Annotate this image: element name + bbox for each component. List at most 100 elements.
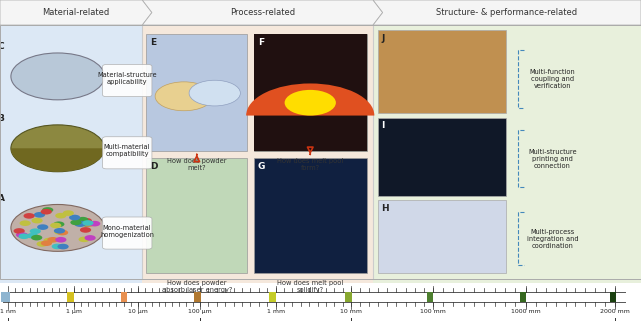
Circle shape [37,224,48,230]
Bar [345,292,352,302]
Text: H: H [381,204,389,213]
Circle shape [81,221,92,227]
Circle shape [11,204,104,251]
Circle shape [285,90,336,116]
Bar [142,25,373,279]
Bar [378,30,506,113]
Bar [67,292,74,302]
Text: 100 mm: 100 mm [420,309,445,315]
Circle shape [53,221,65,227]
Circle shape [80,227,91,233]
Text: Material-structure
applicability: Material-structure applicability [97,72,157,85]
Bar [254,158,367,273]
Text: 1000 mm: 1000 mm [511,309,540,315]
Text: Structure- & performance-related: Structure- & performance-related [437,8,578,17]
Circle shape [58,244,69,249]
Circle shape [54,228,65,234]
Circle shape [24,213,35,219]
Circle shape [82,220,94,226]
Text: 100 μm: 100 μm [188,309,212,315]
Circle shape [17,233,29,238]
Text: 10 μm: 10 μm [128,309,148,315]
Circle shape [77,217,88,222]
Text: 1 μm: 1 μm [66,309,81,315]
Circle shape [75,221,87,227]
Bar [142,279,373,283]
Circle shape [63,210,74,216]
Text: I: I [381,121,385,130]
Bar [520,292,526,302]
Circle shape [57,230,68,235]
Text: Process-related: Process-related [230,8,295,17]
Bar [254,34,367,151]
Text: How does powder
melt?: How does powder melt? [167,158,226,171]
Bar [194,292,201,302]
Polygon shape [142,0,383,25]
Text: B: B [0,114,4,123]
Circle shape [41,240,52,246]
Circle shape [40,209,52,214]
Circle shape [71,220,81,225]
Text: J: J [381,34,385,43]
Polygon shape [373,0,641,25]
FancyBboxPatch shape [103,217,152,249]
FancyBboxPatch shape [103,137,152,169]
Circle shape [89,221,100,226]
Text: C: C [0,42,4,51]
Circle shape [78,237,90,242]
Bar [146,158,247,273]
Text: A: A [0,194,4,203]
Text: 10 mm: 10 mm [340,309,362,315]
Text: 2000 mm: 2000 mm [601,309,630,315]
Bar [427,292,433,302]
Circle shape [19,233,29,239]
Circle shape [44,238,54,243]
Circle shape [85,235,96,241]
Circle shape [31,235,42,240]
Bar [254,34,367,151]
Circle shape [37,241,48,247]
Circle shape [47,237,58,243]
Bar [378,200,506,273]
Text: Multi-material
compatibility: Multi-material compatibility [104,144,150,157]
Text: 1 nm: 1 nm [0,309,15,315]
Circle shape [27,233,38,239]
Circle shape [31,218,43,223]
Circle shape [83,221,95,227]
Text: How does melt pool
solidify?: How does melt pool solidify? [277,280,344,293]
Text: Multi-structure
printing and
connection: Multi-structure printing and connection [528,149,577,169]
Circle shape [54,229,65,235]
Text: Material-related: Material-related [42,8,110,17]
Bar [378,118,506,196]
Circle shape [29,229,41,234]
Text: E: E [150,38,156,47]
Text: Mono-material
homogenization: Mono-material homogenization [100,225,154,238]
Bar [0,279,142,283]
Circle shape [155,82,213,111]
Circle shape [55,237,67,243]
Bar [373,279,641,283]
Circle shape [11,53,104,100]
Text: F: F [258,38,264,47]
Circle shape [34,212,45,218]
Circle shape [16,232,27,238]
Text: How does melt pool
form?: How does melt pool form? [277,158,344,171]
Polygon shape [0,0,152,25]
Circle shape [74,221,85,227]
Bar [1,292,10,302]
Text: Multi-process
integration and
coordination: Multi-process integration and coordinati… [527,229,578,249]
Circle shape [52,244,63,249]
Text: G: G [258,162,265,171]
Bar [121,292,127,302]
Circle shape [81,218,92,223]
Wedge shape [246,83,374,116]
Text: D: D [150,162,158,171]
Bar [0,25,142,279]
Bar [0,279,641,321]
Text: How does powder
absorb laser energy?: How does powder absorb laser energy? [162,280,232,293]
Bar [146,34,247,151]
Circle shape [19,221,31,226]
Circle shape [55,213,67,219]
FancyBboxPatch shape [103,65,152,97]
Circle shape [50,222,62,228]
